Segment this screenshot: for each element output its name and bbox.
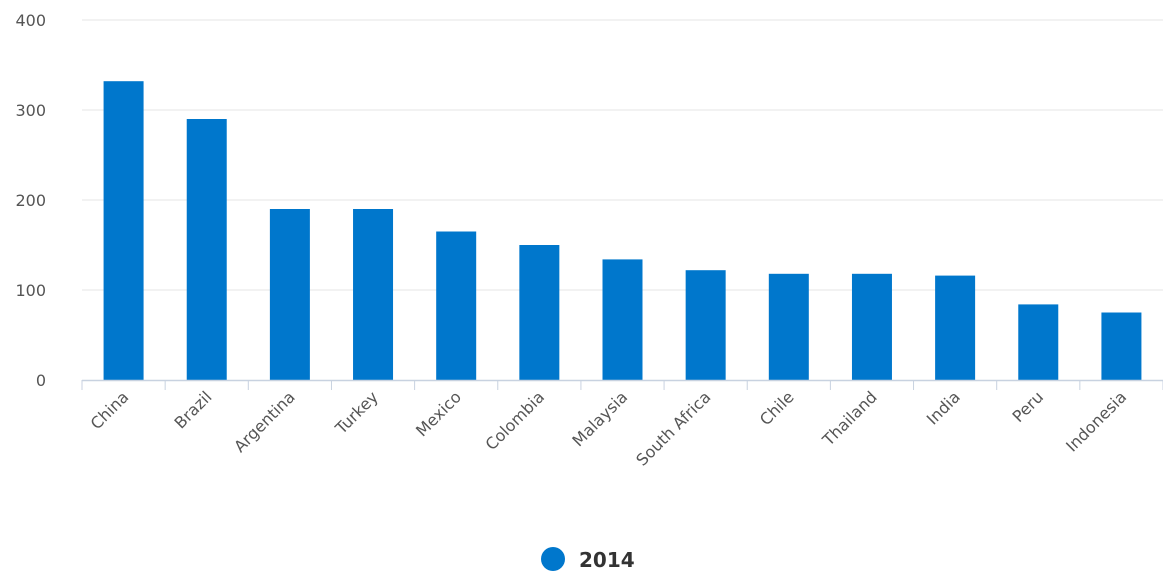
x-tick-label: Colombia [482,387,549,454]
bar-india[interactable] [935,275,976,380]
x-tick-label: Peru [1008,387,1047,426]
gridlines [82,19,1163,291]
bar-argentina[interactable] [269,209,310,380]
bar-indonesia[interactable] [1101,312,1142,381]
x-tick-label: Mexico [412,387,465,440]
y-tick-label: 300 [15,101,46,120]
bar-thailand[interactable] [851,273,892,380]
bar-china[interactable] [103,81,144,380]
bar-peru[interactable] [1018,304,1059,380]
x-tick-label: Malaysia [568,387,631,450]
bar-chile[interactable] [768,273,809,380]
x-tick-label: Argentina [230,387,299,456]
bar-colombia[interactable] [519,245,560,380]
legend-item-2014[interactable]: 2014 [541,547,635,572]
x-tick-label: South Africa [632,387,714,469]
y-axis-ticks: 0 100 200 300 400 [15,11,46,390]
bar-turkey[interactable] [353,209,394,380]
bar-mexico[interactable] [436,231,477,381]
x-axis-ticks: China Brazil Argentina Turkey Mexico Colombia… [87,387,1131,469]
y-tick-label: 100 [15,281,46,300]
y-tick-label: 0 [36,371,46,390]
y-tick-label: 200 [15,191,46,210]
x-tick-label: Turkey [331,387,382,438]
x-tick-label: Thailand [818,387,881,450]
bar-malaysia[interactable] [602,259,643,380]
x-tick-label: Indonesia [1062,387,1130,455]
bar-brazil[interactable] [186,119,227,380]
legend-label: 2014 [579,548,635,572]
bar-south-africa[interactable] [685,270,726,380]
x-axis [81,379,1163,390]
y-tick-label: 400 [15,11,46,30]
bars [103,81,1142,381]
x-tick-label: China [87,387,133,433]
x-tick-label: India [923,387,964,428]
x-tick-label: Chile [756,387,798,429]
legend-marker-icon [541,547,565,571]
legend[interactable]: 2014 [541,547,635,572]
x-tick-label: Brazil [171,387,216,432]
